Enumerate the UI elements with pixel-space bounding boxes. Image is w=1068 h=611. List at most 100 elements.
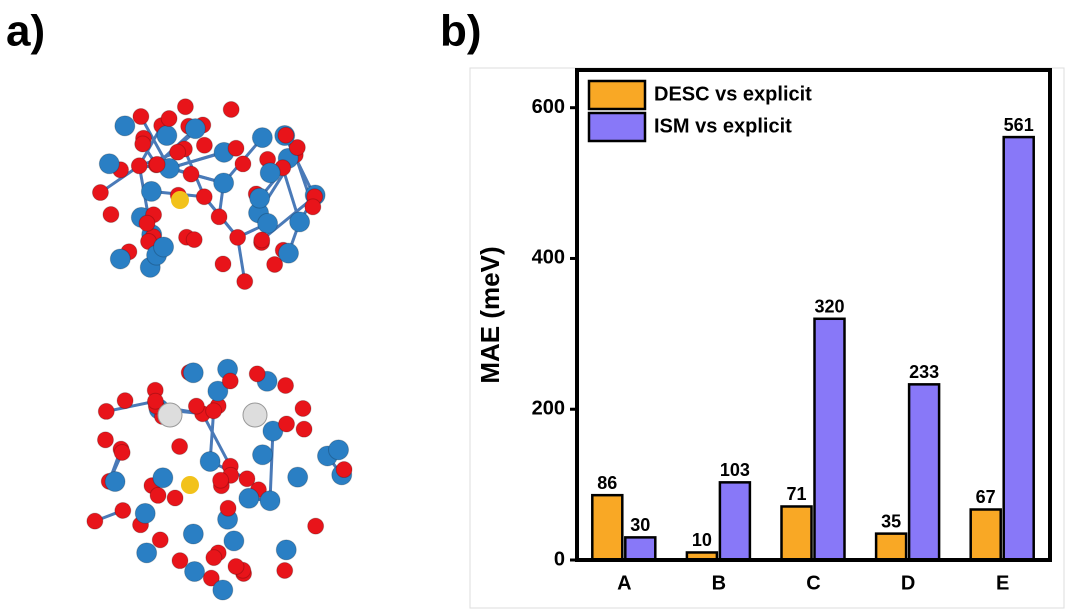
atom [215,256,231,272]
atom [188,398,204,414]
x-tick-label: D [901,572,915,594]
y-tick-label: 400 [532,247,565,269]
value-label: 561 [1004,115,1034,135]
bar [1004,137,1034,560]
x-tick-label: C [806,572,820,594]
atom [305,199,321,215]
atom [196,137,212,153]
atom [278,243,298,263]
atom [135,503,155,523]
atom [276,540,296,560]
atom [206,403,222,419]
atom [235,156,251,172]
atom [290,212,310,232]
atom [213,472,229,488]
atom [137,543,157,563]
value-label: 67 [976,487,996,507]
bar [782,506,812,560]
value-label: 71 [786,484,806,504]
atom [237,274,253,290]
atom [243,403,267,427]
atom [183,166,199,182]
atom [177,99,193,115]
value-label: 320 [814,297,844,317]
atom [97,432,113,448]
molecule-images [87,99,352,600]
atom [206,550,222,566]
atom [157,126,177,146]
y-tick-label: 0 [554,548,565,570]
atom [185,119,205,139]
atom [260,163,280,183]
atom [308,518,324,534]
atom [115,502,131,518]
atom [295,400,311,416]
legend-label: DESC vs explicit [654,83,812,105]
atom [329,440,349,460]
atom [170,144,186,160]
atom [213,580,233,600]
atom [278,127,294,143]
legend-swatch [589,81,645,109]
atom [220,500,236,516]
atom [167,490,183,506]
atom [117,393,133,409]
atom [239,488,259,508]
bar [909,384,939,560]
atom [214,173,234,193]
atom [260,491,280,511]
atom [336,462,352,478]
atom [224,531,244,551]
y-axis-label: MAE (meV) [475,246,505,383]
atom [158,403,182,427]
atom [253,445,273,465]
bar [876,534,906,560]
atom [252,128,272,148]
atom [249,366,265,382]
atom [141,181,161,201]
atom [296,421,312,437]
atom [186,232,202,248]
atom [222,373,238,389]
y-tick-label: 200 [532,398,565,420]
atom [230,229,246,245]
bar [625,537,655,560]
value-label: 103 [720,460,750,480]
atom [254,232,270,248]
atom [92,185,108,201]
y-tick-label: 600 [532,96,565,118]
atom [278,378,294,394]
atom [150,487,166,503]
atom [98,403,114,419]
atom [131,158,147,174]
bar [815,319,845,560]
atom [149,156,165,172]
figure: a) b) MAE (meV) 020040060086107135673010… [0,0,1068,611]
atom [154,237,174,257]
atom [181,476,199,494]
value-label: 10 [692,530,712,550]
x-tick-label: B [712,572,726,594]
bar [592,495,622,560]
panel-label: a) [6,7,45,56]
atom [223,101,239,117]
page: a) b) MAE (meV) 020040060086107135673010… [0,0,1068,611]
atom [228,140,244,156]
atom [279,416,295,432]
atom [135,136,151,152]
atom [239,471,255,487]
atom [196,189,212,205]
atom [133,109,149,125]
atom [161,111,177,127]
atom [185,562,205,582]
value-label: 30 [630,515,650,535]
legend-swatch [589,113,645,141]
atom [183,524,203,544]
atom [172,439,188,455]
atom [115,116,135,136]
atom [110,249,130,269]
atom [103,206,119,222]
bar [971,509,1001,560]
legend-label: ISM vs explicit [654,115,792,137]
atom [277,562,293,578]
